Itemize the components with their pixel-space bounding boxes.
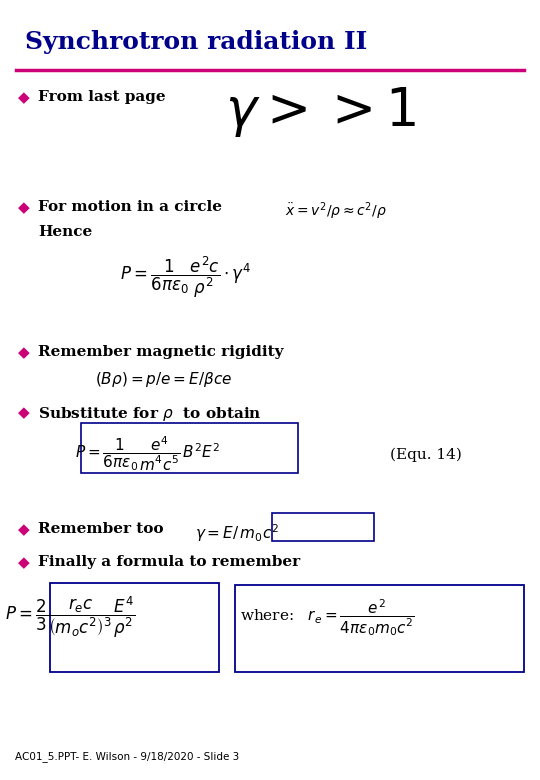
Text: ◆: ◆: [18, 200, 30, 215]
Text: ◆: ◆: [18, 522, 30, 537]
Text: $P = \dfrac{2}{3} \dfrac{r_e c}{\left(m_o c^2\right)^3} \dfrac{E^4}{\rho^2}$: $P = \dfrac{2}{3} \dfrac{r_e c}{\left(m_…: [5, 595, 135, 640]
Text: Substitute for $\rho$  to obtain: Substitute for $\rho$ to obtain: [38, 405, 261, 423]
Text: ◆: ◆: [18, 345, 30, 360]
Text: (Equ. 14): (Equ. 14): [390, 448, 462, 463]
Text: ◆: ◆: [18, 555, 30, 570]
Text: $(B\rho) = p / e = E / \beta ce$: $(B\rho) = p / e = E / \beta ce$: [95, 370, 232, 389]
Text: ◆: ◆: [18, 405, 30, 420]
Text: Hence: Hence: [38, 225, 92, 239]
Text: Remember too: Remember too: [38, 522, 164, 536]
Text: Synchrotron radiation II: Synchrotron radiation II: [25, 30, 367, 54]
Text: AC01_5.PPT- E. Wilson - 9/18/2020 - Slide 3: AC01_5.PPT- E. Wilson - 9/18/2020 - Slid…: [15, 751, 239, 762]
Text: ◆: ◆: [18, 90, 30, 105]
Text: $P = \dfrac{1}{6\pi\varepsilon_0} \dfrac{e^4}{m^4 c^5} \, B^2 E^2$: $P = \dfrac{1}{6\pi\varepsilon_0} \dfrac…: [75, 435, 220, 473]
Text: From last page: From last page: [38, 90, 166, 104]
Text: $\gamma >> 1$: $\gamma >> 1$: [225, 85, 416, 139]
Text: For motion in a circle: For motion in a circle: [38, 200, 222, 214]
Text: Finally a formula to remember: Finally a formula to remember: [38, 555, 300, 569]
Text: $\ddot{x}= v^2 / \rho \approx c^2 / \rho$: $\ddot{x}= v^2 / \rho \approx c^2 / \rho…: [285, 200, 387, 222]
Text: where:   $r_e = \dfrac{e^2}{4\pi\varepsilon_0 m_0 c^2}$: where: $r_e = \dfrac{e^2}{4\pi\varepsilo…: [240, 597, 415, 638]
Text: $\gamma = E / \, m_0 c^2$: $\gamma = E / \, m_0 c^2$: [195, 522, 279, 544]
Text: Remember magnetic rigidity: Remember magnetic rigidity: [38, 345, 284, 359]
Text: $P = \dfrac{1}{6\pi\varepsilon_0} \dfrac{e^2 c}{\rho^2} \cdot \gamma^4$: $P = \dfrac{1}{6\pi\varepsilon_0} \dfrac…: [120, 255, 251, 300]
